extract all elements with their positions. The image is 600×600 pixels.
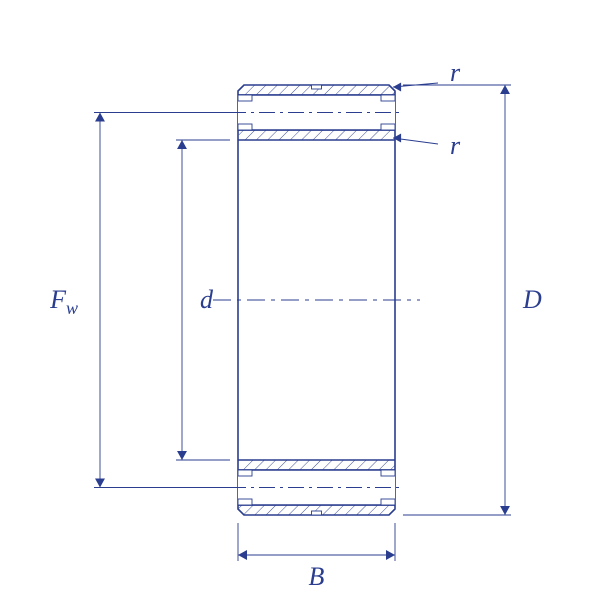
- dim-arrow: [386, 550, 395, 560]
- dim-arrow: [95, 479, 105, 488]
- retaining-lip: [238, 470, 252, 476]
- retaining-lip: [381, 95, 395, 101]
- dim-arrow: [95, 113, 105, 122]
- center-notch-top: [312, 85, 322, 89]
- retaining-lip: [381, 470, 395, 476]
- dim-arrow: [500, 506, 510, 515]
- bearing-cross-section-diagram: Fw d D Br r: [0, 0, 600, 600]
- retaining-lip: [238, 95, 252, 101]
- label-B: B: [309, 562, 325, 591]
- retaining-lip: [381, 124, 395, 130]
- label-D: D: [522, 285, 542, 314]
- dim-arrow: [500, 85, 510, 94]
- retaining-lip: [381, 499, 395, 505]
- label-r-bot: r: [450, 131, 461, 160]
- dim-arrow: [177, 451, 187, 460]
- retaining-lip: [238, 499, 252, 505]
- retaining-lip: [238, 124, 252, 130]
- dim-arrow: [238, 550, 247, 560]
- label-d: d: [200, 285, 214, 314]
- center-notch-bottom: [312, 511, 322, 515]
- label-r-top: r: [450, 58, 461, 87]
- dim-arrow: [177, 140, 187, 149]
- label-Fw: Fw: [49, 285, 78, 318]
